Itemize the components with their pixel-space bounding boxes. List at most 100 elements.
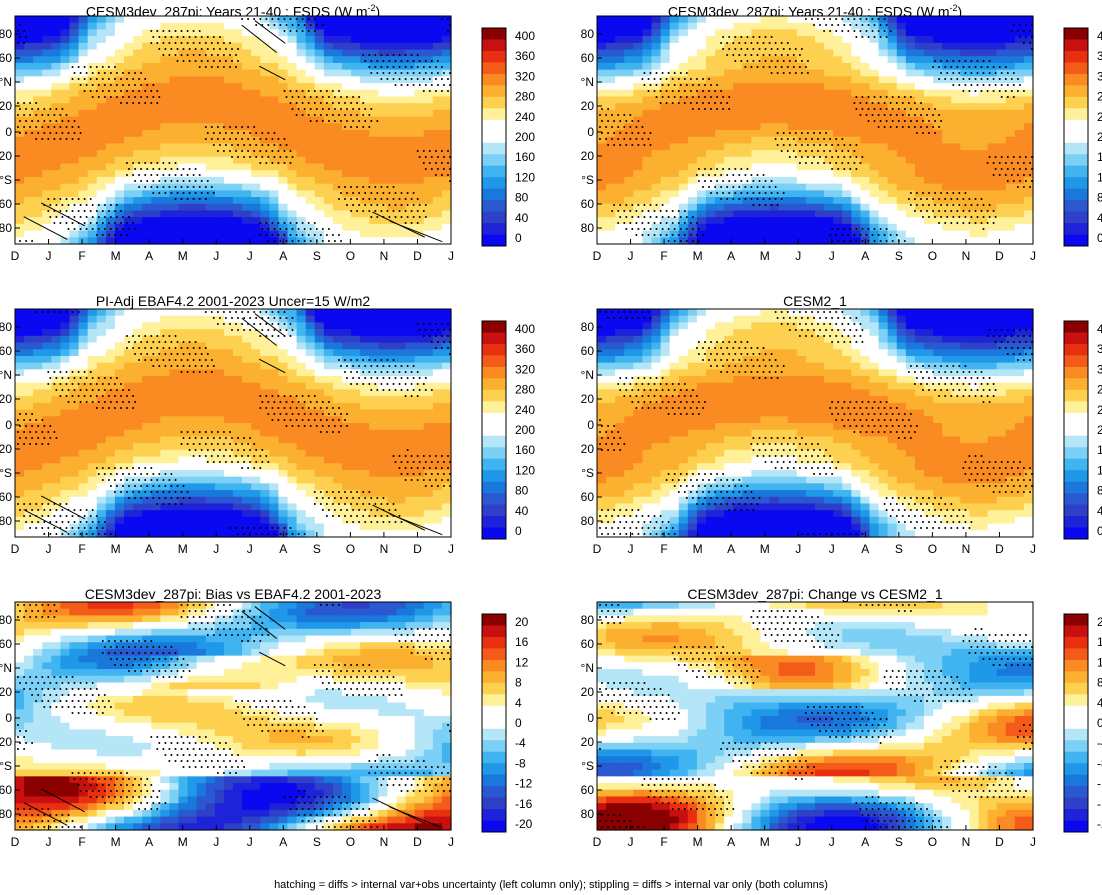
- stipple-dot: [649, 72, 652, 74]
- heatmap-cell: [42, 223, 52, 232]
- stipple-dot: [303, 96, 306, 98]
- heatmap-cell: [378, 76, 389, 84]
- stipple-dot: [73, 228, 76, 230]
- stipple-dot: [398, 66, 401, 68]
- stipple-dot: [732, 174, 735, 176]
- heatmap-cell: [642, 49, 653, 57]
- heatmap-cell: [196, 217, 207, 225]
- stipple-dot: [853, 102, 856, 104]
- heatmap-cell: [933, 197, 943, 205]
- heatmap-cell: [60, 223, 71, 232]
- heatmap-cell: [1023, 143, 1034, 151]
- heatmap-cell: [914, 22, 925, 31]
- heatmap-cell: [1023, 116, 1034, 124]
- stipple-dot: [613, 120, 616, 122]
- stipple-dot: [1000, 156, 1003, 158]
- heatmap-cell: [815, 203, 825, 212]
- heatmap-cell: [787, 223, 798, 232]
- heatmap-cell: [214, 217, 225, 225]
- stipple-dot: [138, 162, 141, 164]
- heatmap-cell: [405, 109, 416, 118]
- heatmap-cell: [369, 29, 379, 37]
- stipple-dot: [722, 168, 725, 170]
- stipple-dot: [913, 114, 916, 116]
- heatmap-cell: [405, 217, 416, 225]
- stipple-dot: [253, 150, 256, 152]
- heatmap-cell: [706, 36, 716, 44]
- stipple-dot: [49, 204, 52, 206]
- stipple-dot: [946, 72, 949, 74]
- heatmap-cell: [978, 76, 989, 84]
- heatmap-cell: [251, 156, 261, 165]
- heatmap-cell: [960, 29, 971, 37]
- stipple-dot: [146, 180, 149, 182]
- colorbar-label: 280: [515, 90, 535, 104]
- heatmap-cell: [933, 143, 943, 151]
- heatmap-cell: [124, 62, 134, 71]
- heatmap-cell: [269, 203, 280, 212]
- heatmap-cell: [260, 143, 270, 151]
- stipple-dot: [758, 36, 761, 38]
- heatmap-cell: [787, 56, 798, 64]
- stipple-dot: [855, 24, 858, 26]
- stipple-dot: [746, 36, 749, 38]
- heatmap-cell: [160, 237, 171, 245]
- stipple-dot: [77, 78, 80, 80]
- stipple-dot: [174, 162, 177, 164]
- heatmap-cell: [178, 103, 189, 111]
- heatmap-cell: [887, 96, 898, 104]
- heatmap-cell: [805, 136, 816, 145]
- heatmap-cell: [833, 76, 843, 84]
- heatmap-cell: [914, 83, 925, 91]
- heatmap-cell: [414, 29, 425, 37]
- heatmap-cell: [369, 197, 379, 205]
- heatmap-cell: [178, 16, 189, 24]
- heatmap-cell: [642, 123, 653, 131]
- stipple-dot: [170, 180, 173, 182]
- heatmap-cell: [323, 56, 334, 64]
- stipple-dot: [313, 18, 316, 20]
- heatmap-cell: [196, 16, 207, 24]
- heatmap-cell: [441, 176, 452, 185]
- heatmap-cell: [887, 69, 898, 77]
- heatmap-cell: [114, 130, 125, 138]
- x-tick-label: J: [628, 249, 634, 263]
- heatmap-cell: [615, 109, 625, 118]
- stipple-dot: [853, 150, 856, 152]
- heatmap-cell: [69, 170, 80, 178]
- heatmap-cell: [878, 217, 889, 225]
- heatmap-cell: [278, 223, 289, 232]
- heatmap-cell: [151, 42, 161, 51]
- stipple-dot: [800, 156, 803, 158]
- heatmap-cell: [760, 203, 771, 212]
- heatmap-cell: [733, 210, 743, 218]
- heatmap-cell: [314, 96, 325, 104]
- heatmap-cell: [715, 109, 725, 118]
- heatmap-cell: [114, 163, 125, 171]
- heatmap-cell: [597, 29, 607, 37]
- heatmap-cell: [42, 89, 52, 98]
- heatmap-cell: [951, 83, 961, 91]
- stipple-dot: [382, 60, 385, 62]
- heatmap-cell: [323, 49, 334, 57]
- heatmap-cell: [296, 237, 307, 245]
- stipple-dot: [873, 108, 876, 110]
- heatmap-cell: [905, 203, 916, 212]
- stipple-dot: [315, 228, 318, 230]
- stipple-dot: [103, 216, 106, 218]
- heatmap-cell: [269, 223, 280, 232]
- heatmap-cell: [105, 56, 116, 64]
- heatmap-cell: [1014, 183, 1025, 191]
- heatmap-cell: [742, 96, 753, 104]
- heatmap-cell: [1014, 56, 1025, 64]
- heatmap-cell: [369, 183, 379, 191]
- heatmap-cell: [187, 16, 198, 24]
- stipple-dot: [800, 48, 803, 50]
- heatmap-cell: [724, 62, 734, 71]
- heatmap-cell: [360, 36, 370, 44]
- heatmap-cell: [432, 49, 443, 57]
- stipple-dot: [704, 108, 706, 110]
- stipple-dot: [768, 54, 771, 56]
- heatmap-cell: [951, 197, 961, 205]
- heatmap-cell: [60, 163, 71, 171]
